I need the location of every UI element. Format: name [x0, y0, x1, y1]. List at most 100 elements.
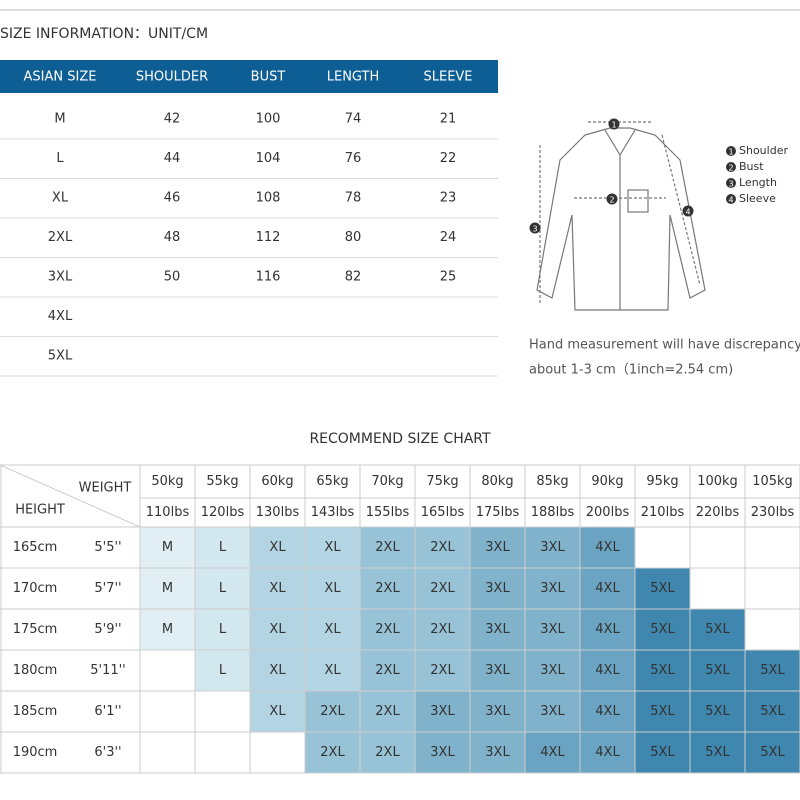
table-cell: 44: [164, 151, 181, 166]
weight-lbs: 130lbs: [256, 505, 300, 520]
legend-number: 3: [728, 180, 733, 189]
table-cell: 50: [164, 270, 181, 285]
size-cell: [360, 650, 415, 691]
size-label: 2XL: [320, 745, 345, 760]
table-cell: 76: [345, 151, 362, 166]
size-label: XL: [324, 581, 341, 596]
size-label: 2XL: [320, 704, 345, 719]
legend-number: 1: [728, 148, 733, 157]
legend-circle: [726, 146, 736, 156]
size-label: L: [219, 540, 227, 555]
size-cell: [140, 568, 195, 609]
size-cell: [525, 527, 580, 568]
column-header: BUST: [251, 70, 286, 85]
size-label: 2XL: [375, 540, 400, 555]
size-label: 4XL: [595, 663, 620, 678]
height-cm: 165cm: [13, 540, 58, 555]
grid-line: [0, 464, 141, 528]
table-cell: 82: [345, 270, 362, 285]
column-header: LENGTH: [327, 70, 380, 85]
weight-lbs: 210lbs: [641, 505, 685, 520]
size-label: XL: [324, 540, 341, 555]
size-label: 2XL: [430, 663, 455, 678]
size-cell: [470, 527, 525, 568]
size-cell: [635, 691, 690, 732]
size-label: M: [162, 540, 173, 555]
size-label: 4XL: [595, 704, 620, 719]
size-cell: [250, 691, 305, 732]
weight-kg: 100kg: [697, 474, 738, 489]
size-cell: [580, 568, 635, 609]
table-cell: 4XL: [48, 309, 73, 324]
size-label: XL: [269, 622, 286, 637]
marker-number: 4: [685, 208, 690, 217]
size-label: 3XL: [485, 622, 510, 637]
height-cm: 180cm: [13, 663, 58, 678]
column-header: SLEEVE: [423, 70, 472, 85]
size-cell: [305, 732, 360, 773]
size-label: 3XL: [485, 663, 510, 678]
size-label: 2XL: [375, 663, 400, 678]
legend-label: Length: [739, 176, 777, 189]
size-label: L: [219, 663, 227, 678]
size-cell: [745, 691, 800, 732]
size-label: 2XL: [375, 581, 400, 596]
size-label: 4XL: [595, 622, 620, 637]
legend-label: Sleeve: [739, 192, 776, 205]
height-cm: 170cm: [13, 581, 58, 596]
size-cell: [360, 609, 415, 650]
marker-circle: [682, 205, 694, 217]
size-label: M: [162, 581, 173, 596]
size-label: XL: [269, 540, 286, 555]
legend-number: 4: [728, 196, 733, 205]
weight-lbs: 155lbs: [366, 505, 410, 520]
size-cell: [195, 527, 250, 568]
size-label: XL: [324, 622, 341, 637]
weight-kg: 75kg: [426, 474, 458, 489]
weight-lbs: 143lbs: [311, 505, 355, 520]
table-cell: 25: [440, 270, 457, 285]
size-cell: [360, 691, 415, 732]
size-label: 3XL: [540, 581, 565, 596]
size-cell: [415, 732, 470, 773]
size-cell: [580, 732, 635, 773]
table-cell: 108: [256, 191, 281, 206]
weight-lbs: 175lbs: [476, 505, 520, 520]
size-label: 5XL: [760, 704, 785, 719]
size-cell: [525, 609, 580, 650]
size-cell: [195, 650, 250, 691]
size-label: 2XL: [430, 540, 455, 555]
weight-kg: 105kg: [752, 474, 793, 489]
size-label: 3XL: [485, 704, 510, 719]
size-cell: [195, 609, 250, 650]
size-label: 3XL: [540, 663, 565, 678]
legend-circle: [726, 162, 736, 172]
size-cell: [470, 732, 525, 773]
size-label: 4XL: [540, 745, 565, 760]
table-cell: 80: [345, 230, 362, 245]
size-cell: [415, 691, 470, 732]
table-cell: 24: [440, 230, 457, 245]
height-ft: 6'3'': [94, 745, 121, 760]
size-label: 3XL: [485, 581, 510, 596]
table-cell: 74: [345, 112, 362, 127]
table-cell: 22: [440, 151, 457, 166]
weight-kg: 55kg: [206, 474, 238, 489]
size-cell: [470, 568, 525, 609]
legend-number: 2: [728, 164, 733, 173]
height-ft: 5'7'': [94, 581, 121, 596]
size-cell: [250, 609, 305, 650]
size-cell: [525, 732, 580, 773]
chart-title: RECOMMEND SIZE CHART: [309, 431, 491, 447]
size-cell: [635, 568, 690, 609]
size-label: XL: [269, 581, 286, 596]
weight-lbs: 188lbs: [531, 505, 575, 520]
note-line: about 1-3 cm（1inch=2.54 cm): [529, 363, 733, 378]
table-cell: 2XL: [48, 230, 73, 245]
shirt-diagram: [536, 121, 706, 311]
table-cell: 104: [256, 151, 281, 166]
size-label: L: [219, 622, 227, 637]
size-cell: [745, 650, 800, 691]
size-label: 3XL: [430, 745, 455, 760]
